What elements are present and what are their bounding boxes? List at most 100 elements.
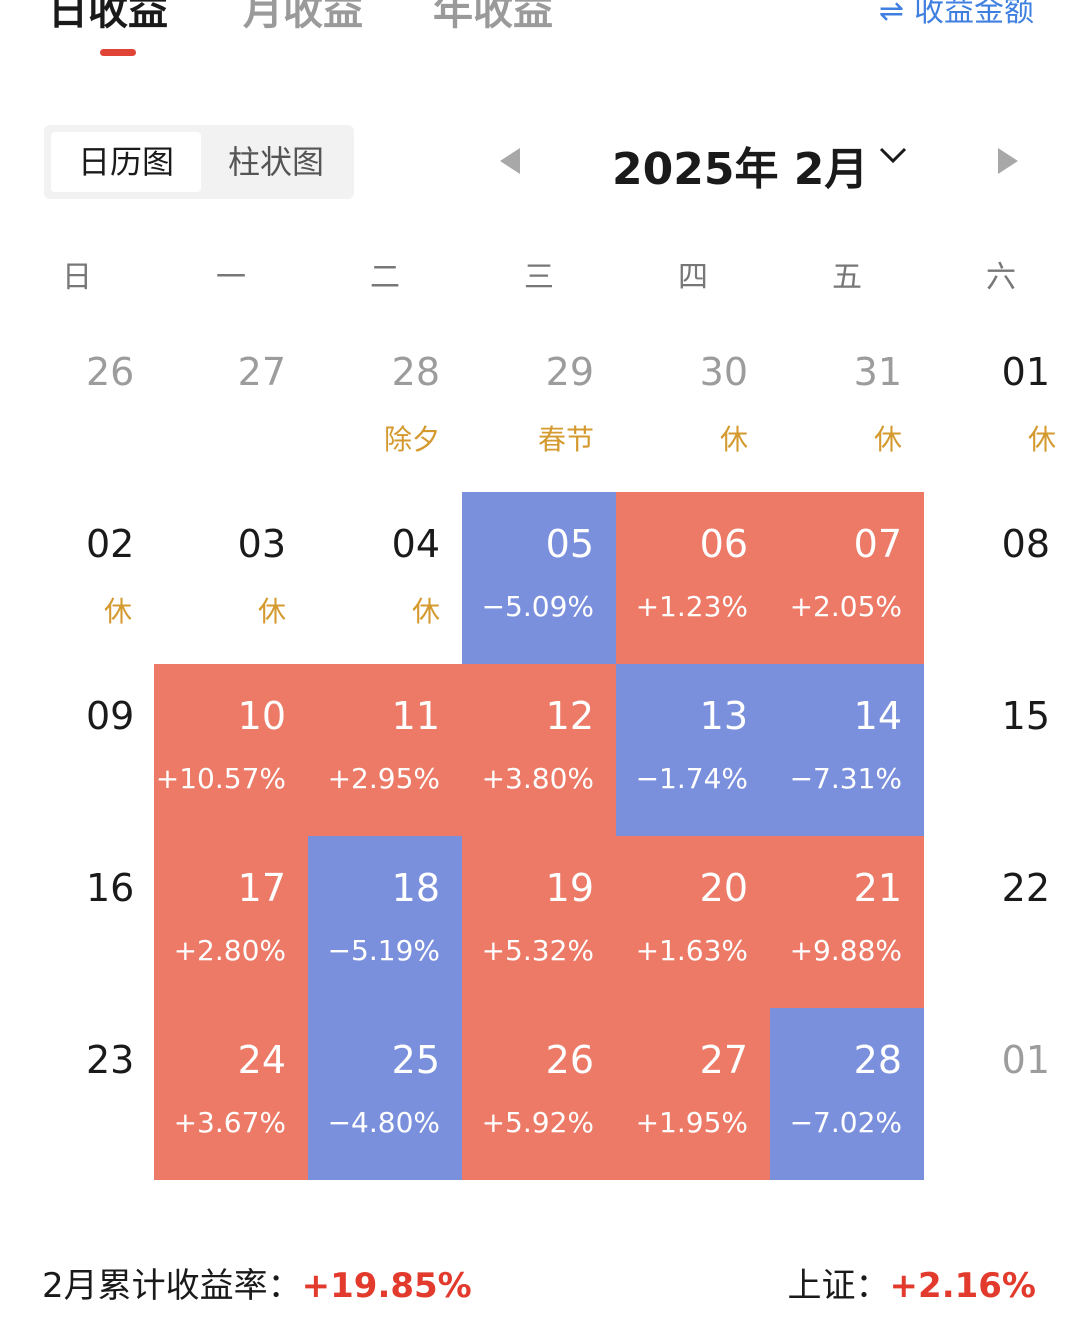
tab-daily-returns[interactable]: 日收益 [48,0,168,34]
day-number: 07 [853,522,902,566]
holiday-note: 休 [257,595,286,628]
day-number: 03 [237,522,286,566]
calendar-day-cell[interactable]: 29 春节 [462,320,616,492]
calendar-day-cell[interactable]: 24 +3.67% [154,1008,308,1180]
holiday-note: 春节 [537,423,594,456]
day-number: 17 [237,866,286,910]
calendar-day-cell[interactable]: 27 [154,320,308,492]
day-number: 20 [699,866,748,910]
weekday-label: 五 [832,260,862,295]
calendar-day-cell[interactable]: 28 除夕 [308,320,462,492]
day-number: 23 [86,1038,135,1082]
month-title[interactable]: 2025年 2月 [612,144,869,195]
day-number: 11 [391,694,440,738]
calendar-day-cell[interactable]: 01 休 [924,320,1078,492]
calendar-day-cell[interactable]: 16 [0,836,154,1008]
calendar-day-cell[interactable]: 07 +2.05% [770,492,924,664]
calendar-day-cell[interactable]: 18 −5.19% [308,836,462,1008]
calendar-day-cell[interactable]: 30 休 [616,320,770,492]
bar-chart-view-button[interactable]: 柱状图 [227,143,324,181]
daily-return-value: −5.09% [481,590,594,623]
calendar-day-cell[interactable]: 25 −4.80% [308,1008,462,1180]
day-number: 30 [699,350,748,394]
calendar-day-cell[interactable]: 14 −7.31% [770,664,924,836]
cumulative-return-value: +19.85% [301,1266,472,1306]
calendar-day-cell[interactable]: 31 休 [770,320,924,492]
holiday-note: 除夕 [383,423,440,456]
day-number: 27 [237,350,286,394]
calendar-day-cell[interactable]: 03 休 [154,492,308,664]
daily-return-value: −4.80% [327,1106,440,1139]
day-number: 25 [391,1038,440,1082]
day-number: 12 [545,694,594,738]
calendar-day-cell[interactable]: 04 休 [308,492,462,664]
weekday-label: 六 [986,260,1016,295]
calendar-day-cell[interactable]: 06 +1.23% [616,492,770,664]
day-number: 15 [1001,694,1050,738]
calendar-day-cell[interactable]: 13 −1.74% [616,664,770,836]
day-number: 26 [86,350,135,394]
day-number: 26 [545,1038,594,1082]
calendar-view-button[interactable]: 日历图 [51,132,201,192]
calendar-day-cell[interactable]: 27 +1.95% [616,1008,770,1180]
daily-return-value: −7.31% [789,762,902,795]
day-number: 14 [853,694,902,738]
day-number: 19 [545,866,594,910]
calendar-day-cell[interactable]: 19 +5.32% [462,836,616,1008]
day-number: 13 [699,694,748,738]
day-number: 28 [391,350,440,394]
chevron-down-icon[interactable] [878,140,908,170]
calendar-day-cell[interactable]: 11 +2.95% [308,664,462,836]
daily-return-value: +5.92% [481,1106,594,1139]
weekday-label: 四 [678,260,708,295]
day-number: 10 [237,694,286,738]
daily-return-value: +1.95% [635,1106,748,1139]
holiday-note: 休 [1027,423,1056,456]
top-tab-bar: 日收益 月收益 年收益 ⇌ 收益金额 [0,0,1080,70]
calendar-day-cell[interactable]: 23 [0,1008,154,1180]
caret-right-icon[interactable] [998,148,1018,174]
daily-return-value: −7.02% [789,1106,902,1139]
active-tab-indicator [100,49,136,56]
daily-return-value: +2.05% [789,590,902,623]
daily-return-value: +9.88% [789,934,902,967]
calendar-day-cell[interactable]: 05 −5.09% [462,492,616,664]
daily-return-value: +10.57% [155,762,286,795]
day-number: 31 [853,350,902,394]
calendar-day-cell[interactable]: 20 +1.63% [616,836,770,1008]
calendar-day-cell[interactable]: 15 [924,664,1078,836]
cumulative-return-label: 2月累计收益率： [42,1266,302,1306]
calendar-day-cell[interactable]: 10 +10.57% [154,664,308,836]
index-return-label: 上证： [787,1266,890,1306]
calendar-day-cell[interactable]: 08 [924,492,1078,664]
calendar-day-cell[interactable]: 21 +9.88% [770,836,924,1008]
index-return-value: +2.16% [889,1266,1036,1306]
holiday-note: 休 [411,595,440,628]
day-number: 18 [391,866,440,910]
calendar-day-cell[interactable]: 01 [924,1008,1078,1180]
daily-return-value: −1.74% [635,762,748,795]
calendar-day-cell[interactable]: 17 +2.80% [154,836,308,1008]
weekday-label: 日 [62,260,92,295]
calendar-day-cell[interactable]: 28 −7.02% [770,1008,924,1180]
calendar-day-cell[interactable]: 26 [0,320,154,492]
calendar-day-cell[interactable]: 26 +5.92% [462,1008,616,1180]
day-number: 22 [1001,866,1050,910]
caret-left-icon[interactable] [500,148,520,174]
amount-toggle-button[interactable]: ⇌ 收益金额 [879,0,1034,30]
view-switch: 日历图 柱状图 [44,125,354,199]
holiday-note: 休 [719,423,748,456]
daily-return-value: +2.80% [173,934,286,967]
tab-monthly-returns[interactable]: 月收益 [243,0,363,34]
weekday-label: 三 [524,260,554,295]
calendar-day-cell[interactable]: 02 休 [0,492,154,664]
day-number: 06 [699,522,748,566]
calendar-day-cell[interactable]: 09 [0,664,154,836]
calendar-day-cell[interactable]: 22 [924,836,1078,1008]
holiday-note: 休 [103,595,132,628]
tab-yearly-returns[interactable]: 年收益 [433,0,553,34]
day-number: 01 [1001,350,1050,394]
calendar-day-cell[interactable]: 12 +3.80% [462,664,616,836]
day-number: 05 [545,522,594,566]
day-number: 29 [545,350,594,394]
